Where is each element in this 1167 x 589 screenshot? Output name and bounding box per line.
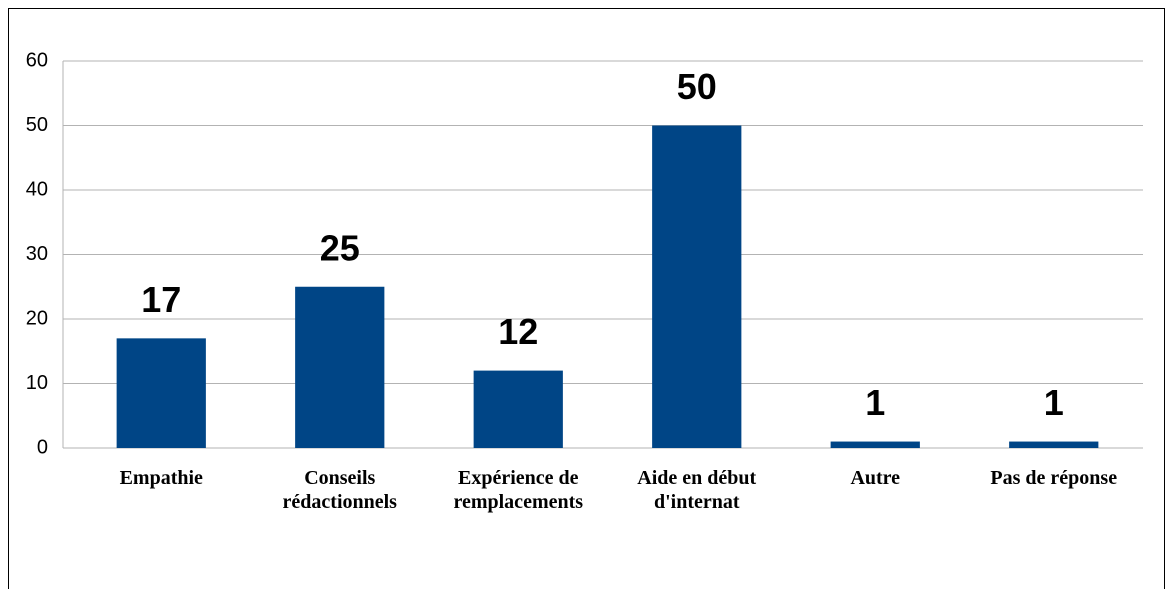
bar (116, 338, 206, 448)
bar (652, 125, 742, 448)
bar (1009, 441, 1099, 448)
data-label: 1 (1044, 382, 1064, 423)
y-tick-label: 50 (26, 114, 48, 136)
x-tick-label: Aide en début d'internat (637, 467, 757, 513)
data-label: 12 (498, 311, 538, 352)
data-label: 25 (320, 227, 360, 268)
chart-border (8, 8, 1165, 589)
y-tick-label: 60 (26, 49, 48, 71)
y-tick-label: 0 (37, 436, 48, 458)
y-tick-label: 30 (26, 243, 48, 265)
y-tick-label: 10 (26, 372, 48, 394)
bar (295, 286, 385, 448)
bar (473, 370, 563, 448)
data-label: 50 (677, 66, 717, 107)
data-label: 1 (865, 382, 885, 423)
data-label: 17 (141, 279, 181, 320)
x-tick-label: Expérience de remplacements (453, 467, 584, 513)
y-tick-label: 40 (26, 178, 48, 200)
y-tick-label: 20 (26, 307, 48, 329)
x-tick-label: Autre (850, 467, 901, 489)
x-tick-label: Empathie (119, 467, 203, 489)
x-tick-label: Conseils rédactionnels (282, 467, 397, 513)
bar (830, 441, 920, 448)
x-tick-label: Pas de réponse (990, 467, 1118, 489)
